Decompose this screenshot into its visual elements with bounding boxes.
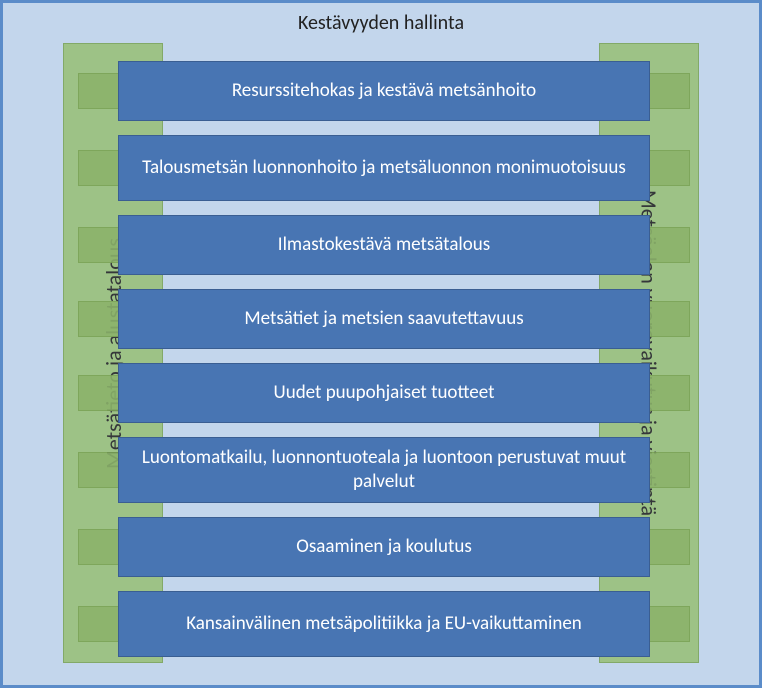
diagram-frame: Kestävyyden hallinta Metsätieto ja alust… [0, 0, 762, 688]
bar-row: Metsätiet ja metsien saavutettavuus [118, 289, 650, 349]
bar-row: Ilmastokestävä metsätalous [118, 215, 650, 275]
bar-row: Kansainvälinen metsäpolitiikka ja EU-vai… [118, 591, 650, 657]
bar-row: Osaaminen ja koulutus [118, 517, 650, 577]
bar-row: Resurssitehokas ja kestävä metsänhoito [118, 61, 650, 121]
bar-row: Talousmetsän luonnonhoito ja metsäluonno… [118, 135, 650, 201]
bar-row: Luontomatkailu, luonnontuoteala ja luont… [118, 437, 650, 503]
bar-row: Uudet puupohjaiset tuotteet [118, 363, 650, 423]
diagram-title: Kestävyyden hallinta [3, 11, 759, 35]
bars-container: Resurssitehokas ja kestävä metsänhoito Ta… [118, 61, 650, 657]
